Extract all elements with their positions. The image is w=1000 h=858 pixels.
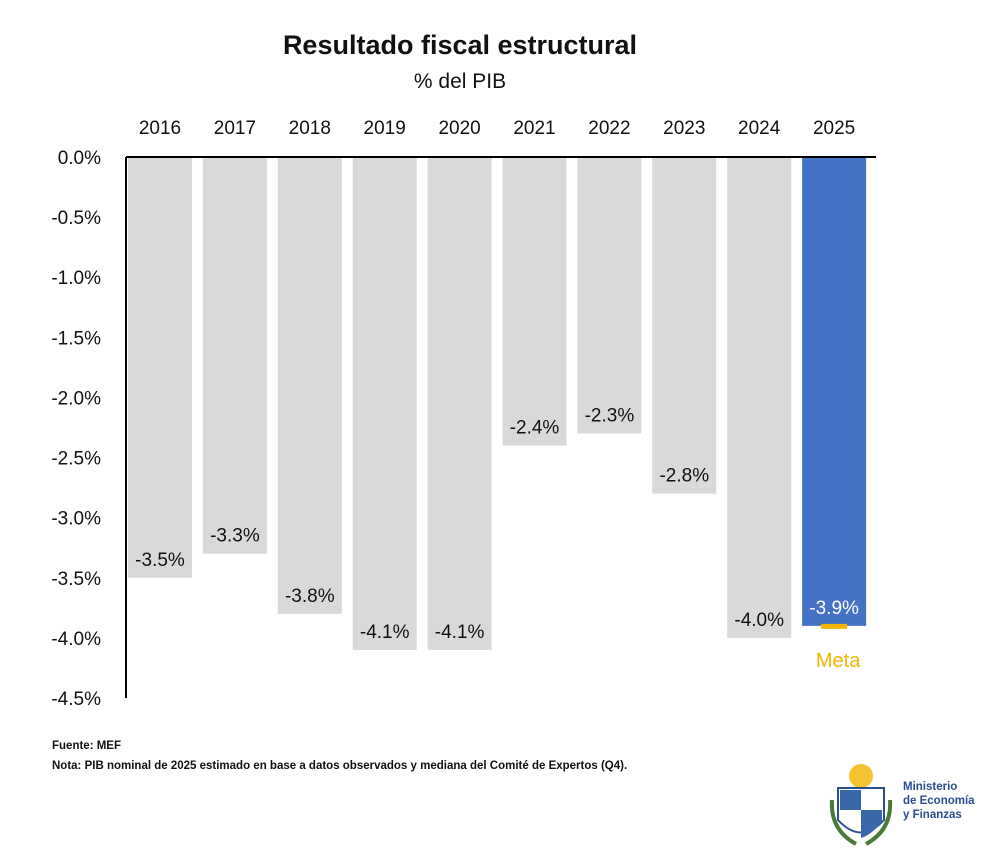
logo-line: de Economía	[903, 795, 975, 807]
source-note: Fuente: MEF	[52, 740, 121, 752]
coat-of-arms-logo	[829, 764, 893, 846]
bar-2021	[502, 157, 567, 446]
data-label: -3.3%	[210, 526, 260, 547]
data-label: -3.5%	[135, 550, 185, 571]
y-tick-label: -1.5%	[51, 328, 101, 349]
chart-subtitle: % del PIB	[413, 70, 507, 93]
bar-2016	[128, 157, 192, 578]
logo-line: y Finanzas	[903, 809, 962, 821]
y-tick-label: -3.0%	[51, 509, 101, 530]
bar-2022	[577, 157, 642, 434]
y-tick-label: -4.0%	[51, 629, 101, 650]
data-label: -2.4%	[510, 418, 560, 439]
x-tick-label: 2024	[738, 118, 781, 139]
bar-2024	[727, 157, 792, 638]
y-tick-label: -0.5%	[51, 208, 101, 229]
y-tick-label: -1.0%	[51, 268, 101, 289]
bar-2019	[352, 157, 417, 650]
x-tick-label: 2019	[364, 118, 406, 139]
ministry-name: Ministerio de Economía y Finanzas	[903, 780, 975, 822]
data-label: -2.8%	[659, 466, 709, 487]
logo-line: Ministerio	[903, 781, 958, 793]
bar-2025	[802, 157, 867, 626]
data-label: -4.0%	[734, 610, 784, 631]
x-tick-label: 2018	[289, 118, 331, 139]
bar-2017	[202, 157, 267, 554]
y-tick-label: -3.5%	[51, 569, 101, 590]
x-tick-label: 2020	[438, 118, 480, 139]
y-tick-label: 0.0%	[58, 148, 101, 169]
data-label: -4.1%	[435, 622, 485, 643]
x-tick-label: 2021	[513, 118, 555, 139]
chart-title: Resultado fiscal estructural	[282, 30, 638, 60]
bar-2023	[652, 157, 717, 494]
bar-2020	[427, 157, 492, 650]
bar-2018	[277, 157, 342, 614]
data-label: -4.1%	[360, 622, 410, 643]
x-tick-label: 2022	[588, 118, 630, 139]
x-tick-label: 2023	[663, 118, 705, 139]
x-tick-label: 2016	[139, 118, 181, 139]
y-tick-label: -4.5%	[51, 689, 101, 710]
data-label: -3.8%	[285, 586, 335, 607]
data-label: -3.9%	[809, 598, 859, 619]
footnote: Nota: PIB nominal de 2025 estimado en ba…	[52, 760, 628, 772]
x-tick-label: 2025	[813, 118, 855, 139]
meta-label: Meta	[816, 650, 861, 672]
meta-marker	[821, 623, 848, 629]
y-tick-label: -2.0%	[51, 388, 101, 409]
x-tick-label: 2017	[214, 118, 256, 139]
data-label: -2.3%	[585, 406, 635, 427]
y-tick-label: -2.5%	[51, 449, 101, 470]
